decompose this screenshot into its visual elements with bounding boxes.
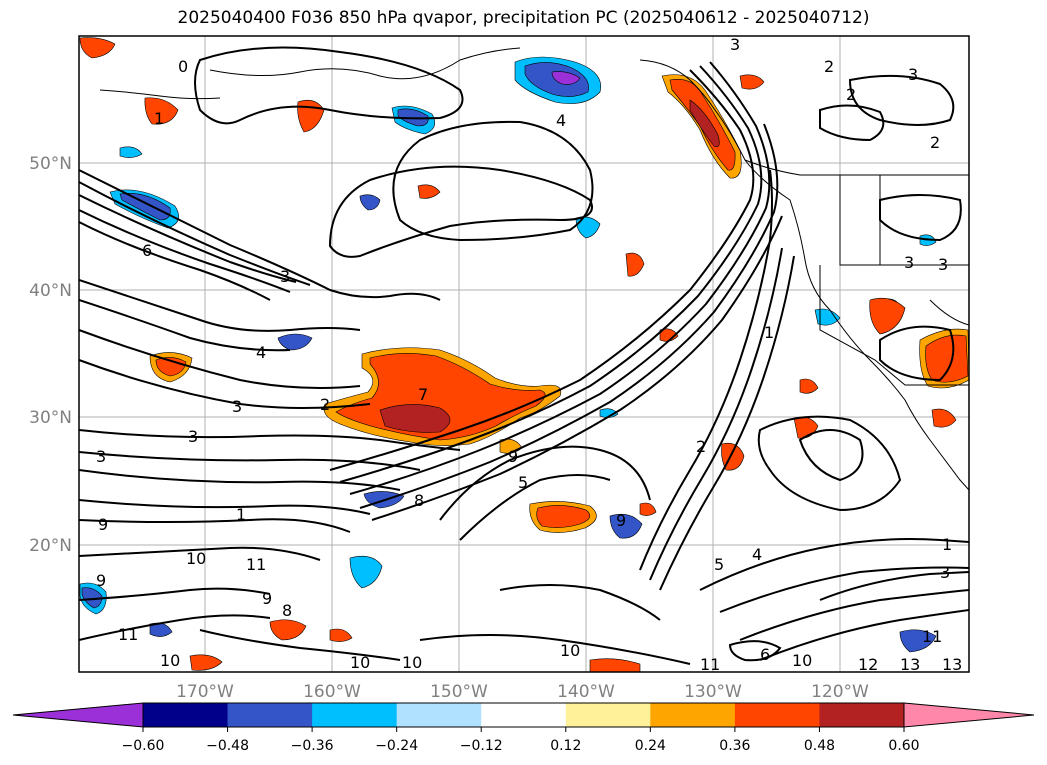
svg-text:2: 2 <box>824 57 834 76</box>
lon-label-150w: 150°W <box>430 682 488 702</box>
chart-title: 2025040400 F036 850 hPa qvapor, precipit… <box>177 8 870 28</box>
svg-text:10: 10 <box>160 651 180 670</box>
svg-text:9: 9 <box>98 515 108 534</box>
svg-text:4: 4 <box>556 111 566 130</box>
lat-label-50n: 50°N <box>29 154 72 174</box>
map-frame <box>78 35 970 673</box>
contour-labels: 0 1 3 4 6 3 4 3 2 3 1 3 10 11 9 8 9 10 1… <box>96 35 962 674</box>
svg-text:10: 10 <box>792 651 812 670</box>
svg-text:1: 1 <box>942 535 952 554</box>
svg-text:2: 2 <box>320 395 330 414</box>
svg-text:3: 3 <box>904 253 914 272</box>
svg-text:9: 9 <box>508 447 518 466</box>
svg-text:0: 0 <box>178 57 188 76</box>
svg-text:2: 2 <box>846 85 856 104</box>
svg-text:3: 3 <box>938 255 948 274</box>
svg-text:3: 3 <box>730 35 740 54</box>
svg-text:1: 1 <box>154 109 164 128</box>
svg-text:11: 11 <box>246 555 266 574</box>
lon-label-130w: 130°W <box>684 682 742 702</box>
svg-text:6: 6 <box>142 241 152 260</box>
colorbar-tick-label: −0.36 <box>291 738 334 754</box>
colorbar-segment <box>734 703 820 727</box>
svg-text:5: 5 <box>714 555 724 574</box>
colorbar: −0.60 −0.48 −0.36 −0.24 −0.12 0.12 0.24 0.36 0.4… <box>12 702 1035 754</box>
lon-label-170w: 170°W <box>176 682 234 702</box>
svg-text:4: 4 <box>256 343 266 362</box>
svg-text:8: 8 <box>282 601 292 620</box>
svg-text:3: 3 <box>908 65 918 84</box>
svg-text:2: 2 <box>930 133 940 152</box>
latitude-labels: 50°N 40°N 30°N 20°N <box>29 154 72 556</box>
map-area <box>79 36 969 672</box>
longitude-labels: 170°W 160°W 150°W 140°W 130°W 120°W <box>176 682 869 702</box>
svg-text:13: 13 <box>900 655 920 674</box>
svg-text:10: 10 <box>402 653 422 672</box>
lat-label-20n: 20°N <box>29 536 72 556</box>
colorbar-tick-label: 0.24 <box>635 738 666 754</box>
colorbar-tick-label: −0.12 <box>460 738 503 754</box>
colorbar-extend-min <box>12 702 144 728</box>
svg-text:3: 3 <box>280 267 290 286</box>
svg-text:10: 10 <box>350 653 370 672</box>
colorbar-tick-label: −0.48 <box>206 738 249 754</box>
lon-label-120w: 120°W <box>811 682 869 702</box>
svg-text:2: 2 <box>696 437 706 456</box>
colorbar-tick-label: −0.24 <box>375 738 418 754</box>
svg-text:11: 11 <box>118 625 138 644</box>
positive-precip-regions <box>79 37 969 672</box>
colorbar-segment <box>143 703 229 727</box>
colorbar-tick-label: 0.60 <box>888 738 919 754</box>
colorbar-segment <box>227 703 313 727</box>
svg-text:3: 3 <box>188 427 198 446</box>
svg-text:7: 7 <box>418 385 428 404</box>
svg-text:4: 4 <box>752 545 762 564</box>
lon-label-140w: 140°W <box>557 682 615 702</box>
map-contents: 0 1 3 4 6 3 4 3 2 3 1 3 10 11 9 8 9 10 1… <box>79 35 969 674</box>
colorbar-segment <box>650 703 736 727</box>
svg-text:10: 10 <box>560 641 580 660</box>
svg-text:1: 1 <box>764 323 774 342</box>
coastlines <box>99 47 969 491</box>
lat-label-40n: 40°N <box>29 281 72 301</box>
svg-text:11: 11 <box>922 627 942 646</box>
svg-text:12: 12 <box>858 655 878 674</box>
colorbar-tick-label: 0.36 <box>719 738 750 754</box>
svg-text:5: 5 <box>518 473 528 492</box>
colorbar-extend-max <box>903 702 1035 728</box>
colorbar-segment <box>481 703 567 727</box>
svg-text:6: 6 <box>760 645 770 664</box>
svg-text:9: 9 <box>616 511 626 530</box>
svg-text:3: 3 <box>232 397 242 416</box>
colorbar-segment <box>312 703 398 727</box>
svg-text:11: 11 <box>700 655 720 674</box>
svg-text:3: 3 <box>96 447 106 466</box>
svg-text:8: 8 <box>414 491 424 510</box>
svg-text:9: 9 <box>262 589 272 608</box>
qvapor-contours <box>79 46 969 665</box>
svg-text:9: 9 <box>96 571 106 590</box>
lat-label-30n: 30°N <box>29 408 72 428</box>
colorbar-segment <box>396 703 482 727</box>
svg-text:13: 13 <box>942 655 962 674</box>
colorbar-tick-label: 0.12 <box>550 738 581 754</box>
colorbar-segment <box>565 703 651 727</box>
svg-text:3: 3 <box>940 563 950 582</box>
lon-label-160w: 160°W <box>303 682 361 702</box>
colorbar-outline <box>142 702 905 728</box>
svg-text:10: 10 <box>186 549 206 568</box>
colorbar-segment <box>819 703 905 727</box>
colorbar-tick-label: −0.60 <box>122 738 165 754</box>
svg-text:1: 1 <box>236 505 246 524</box>
colorbar-tick-label: 0.48 <box>804 738 835 754</box>
